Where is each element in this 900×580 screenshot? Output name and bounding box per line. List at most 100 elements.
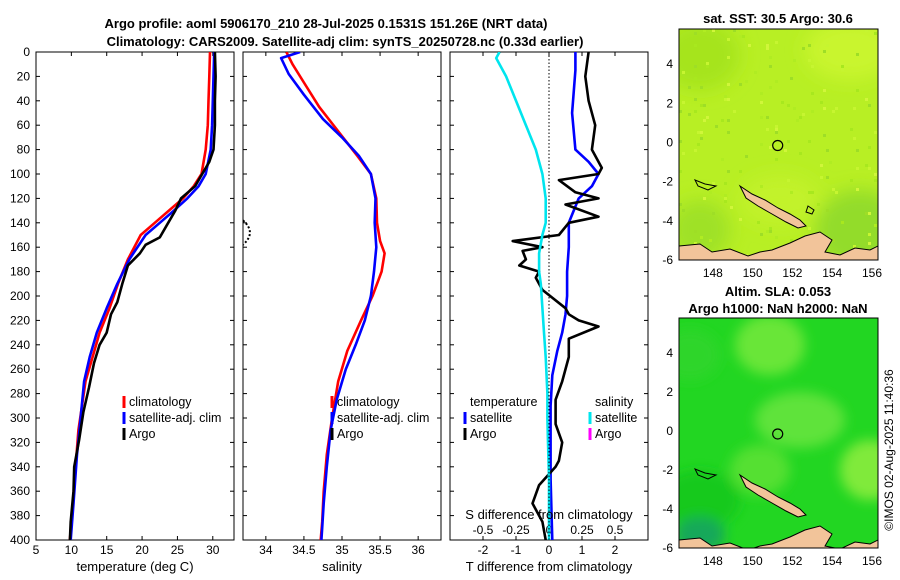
temperature-axes xyxy=(35,51,235,541)
sst-pixel xyxy=(823,89,826,92)
legend-temperature-argo-label: Argo xyxy=(470,427,496,441)
x-tick-label: 1 xyxy=(579,543,586,557)
y-tick-label: 300 xyxy=(10,411,30,425)
sst-pixel xyxy=(709,191,712,194)
sst-pixel xyxy=(700,104,703,107)
series-line-temperature-argo xyxy=(511,52,604,540)
legend-temperature-heading: temperature xyxy=(470,395,537,409)
sst-pixel xyxy=(823,50,826,53)
salinity-xlabel: salinity xyxy=(322,559,362,574)
difference-x2label: S difference from climatology xyxy=(465,507,633,522)
sst-pixel xyxy=(727,170,730,173)
x2-tick-label: -0.5 xyxy=(473,523,494,537)
sst-pixel xyxy=(694,230,697,233)
sst-pixel xyxy=(811,191,814,194)
y-tick-label: 380 xyxy=(10,509,30,523)
sst-pixel xyxy=(874,32,877,35)
sst-pixel xyxy=(739,35,742,38)
sst-pixel xyxy=(781,101,784,104)
axis-ticks: 5 10 15 20 25 3002040608010012014016018020022… xyxy=(10,45,882,568)
x-tick-label: 15 xyxy=(100,543,114,557)
y-tick-label: 120 xyxy=(10,191,30,205)
map-x-tick-label: 150 xyxy=(743,554,763,568)
sst-pixel xyxy=(733,110,736,113)
sst-pixel xyxy=(679,170,682,173)
sst-argo-marker xyxy=(772,139,784,152)
legend-temperature-satellite-label: satellite xyxy=(470,411,512,425)
sst-pixel xyxy=(766,116,769,119)
map-y-tick-label: 2 xyxy=(666,96,673,110)
sst-pixel xyxy=(811,110,814,113)
sst-pixel xyxy=(817,203,820,206)
main-title-line1: Argo profile: aoml 5906170_210 28-Jul-20… xyxy=(105,16,548,31)
sst-pixel xyxy=(826,176,829,179)
sst-pixel xyxy=(790,191,793,194)
sst-pixel xyxy=(754,71,757,74)
sst-pixel xyxy=(694,149,697,152)
y-tick-label: 0 xyxy=(23,45,30,59)
sst-pixel xyxy=(853,245,856,248)
sst-pixel xyxy=(688,113,691,116)
map-x-tick-label: 148 xyxy=(703,554,723,568)
map-x-tick-label: 154 xyxy=(822,554,842,568)
sst-pixel xyxy=(835,191,838,194)
dotted-profile-marker xyxy=(243,219,251,246)
sst-pixel xyxy=(826,209,829,212)
sst-pixel xyxy=(712,212,715,215)
sst-pixel xyxy=(856,149,859,152)
sst-pixel xyxy=(703,119,706,122)
sla-map-frame xyxy=(678,317,879,549)
sst-pixel xyxy=(799,116,802,119)
sst-pixel xyxy=(835,107,838,110)
sst-pixel xyxy=(760,101,763,104)
sst-pixel xyxy=(760,185,763,188)
series-line-satellite-adj-clim xyxy=(69,52,216,540)
y-tick-label: 360 xyxy=(10,484,30,498)
sst-pixel xyxy=(724,182,727,185)
series-line-satellite-adj-clim xyxy=(279,52,378,540)
sst-pixel xyxy=(829,161,832,164)
sst-pixel xyxy=(766,47,769,50)
sst-pixel xyxy=(799,152,802,155)
sst-pixel xyxy=(721,119,724,122)
sst-pixel xyxy=(856,188,859,191)
sst-pixel xyxy=(688,86,691,89)
x-tick-label: 34 xyxy=(259,543,273,557)
map-y-tick-label: -6 xyxy=(662,541,673,555)
sst-pixel xyxy=(853,107,856,110)
sst-pixel xyxy=(865,98,868,101)
sst-pixel xyxy=(841,68,844,71)
sst-pixel xyxy=(745,155,748,158)
sst-pixel xyxy=(727,83,730,86)
sst-pixel xyxy=(712,29,715,32)
sst-pixel xyxy=(820,101,823,104)
sst-pixel xyxy=(766,128,769,131)
sst-pixel xyxy=(760,233,763,236)
x-tick-label: 20 xyxy=(135,543,149,557)
sst-map xyxy=(679,29,878,260)
sst-pixel xyxy=(727,131,730,134)
salinity-legend: climatology satellite-adj. clim Argo xyxy=(330,395,429,441)
sst-pixel xyxy=(700,236,703,239)
sst-pixel xyxy=(769,65,772,68)
sst-pixel xyxy=(775,131,778,134)
sst-pixel xyxy=(808,191,811,194)
sst-pixel xyxy=(724,194,727,197)
y-tick-label: 220 xyxy=(10,313,30,327)
sst-pixel xyxy=(694,44,697,47)
y-tick-label: 260 xyxy=(10,362,30,376)
difference-plot xyxy=(494,52,604,540)
sla-map-title: Altim. SLA: 0.053 xyxy=(725,284,831,299)
sst-pixel xyxy=(811,65,814,68)
legend-salinity-heading: salinity xyxy=(595,395,634,409)
map-x-tick-label: 152 xyxy=(782,554,802,568)
y-tick-label: 400 xyxy=(10,533,30,547)
x-tick-label: 30 xyxy=(206,543,220,557)
sst-pixel xyxy=(808,140,811,143)
sst-pixel xyxy=(865,29,868,32)
sst-pixel xyxy=(868,167,871,170)
x-tick-label: 25 xyxy=(171,543,185,557)
sla-argo-marker xyxy=(772,428,784,440)
sla-island xyxy=(738,473,807,518)
difference-xlabel: T difference from climatology xyxy=(466,559,633,574)
